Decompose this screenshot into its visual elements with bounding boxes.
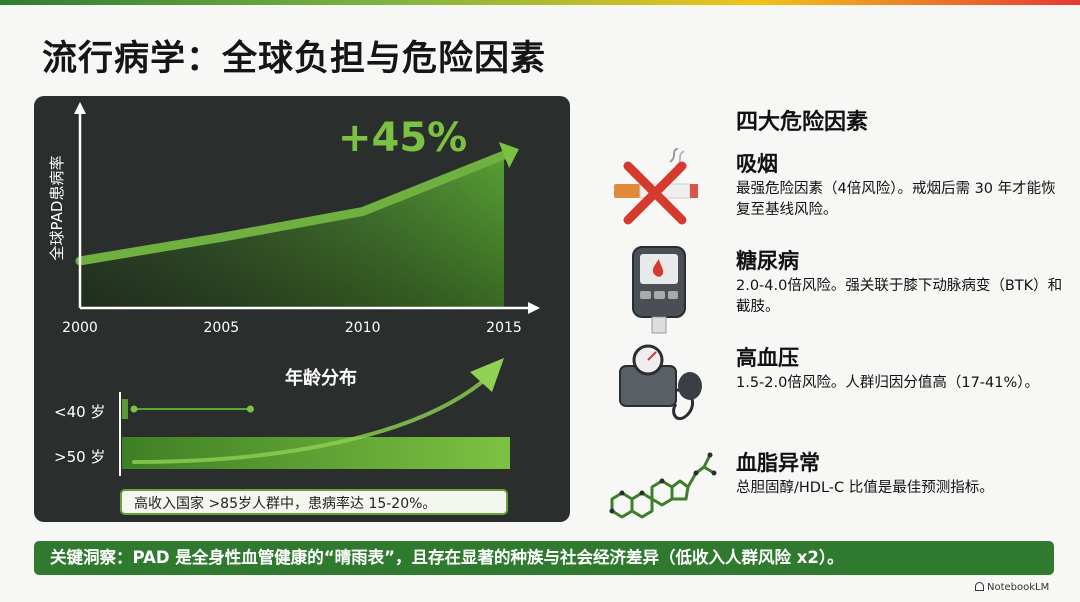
risk-factor-name: 血脂异常	[736, 451, 820, 475]
age-note: 高收入国家 >85岁人群中，患病率达 15-20%。	[120, 489, 508, 515]
age-bar-under40-end-dot	[246, 405, 254, 413]
risk-factor-hypertension: 高血压 1.5-2.0倍风险。人群归因分值高（17-41%）。	[600, 342, 1070, 432]
top-accent-bar	[0, 0, 1080, 5]
y-axis-arrow	[74, 102, 86, 114]
x-tick-label: 2010	[345, 320, 381, 336]
cholesterol-molecule-icon	[609, 452, 717, 519]
age-label-over50: >50 岁	[54, 448, 106, 466]
glucose-meter-icon	[632, 246, 686, 334]
risk-factor-name: 高血压	[736, 346, 799, 370]
page-title: 流行病学：全球负担与危险因素	[42, 39, 547, 79]
risk-factor-name: 吸烟	[736, 152, 778, 176]
x-tick-label: 2000	[62, 320, 98, 336]
age-trend-arrow	[132, 380, 484, 464]
blood-pressure-icon	[619, 344, 702, 421]
chart-canvas: 全球PAD患病率 2000 2005 2010 2015 +45%	[48, 102, 540, 476]
no-smoking-icon	[614, 148, 698, 225]
risk-factor-desc: 最强危险因素（4倍风险）。戒烟后需 30 年才能恢复至基线风险。	[736, 181, 1056, 218]
age-trend-arrowhead	[470, 358, 504, 392]
chart-panel: 全球PAD患病率 2000 2005 2010 2015 +45% 年龄分布 <40 …	[34, 96, 570, 522]
risk-factors-heading: 四大危险因素	[736, 110, 869, 135]
growth-annotation: +45%	[338, 115, 467, 161]
age-bar-over50	[122, 437, 510, 469]
x-axis-arrow	[528, 302, 540, 314]
key-insight-banner: 关键洞察：PAD 是全身性血管健康的“晴雨表”，且存在显著的种族与社会经济差异（…	[34, 541, 1054, 575]
brand-text: NotebookLM	[987, 582, 1050, 593]
age-bar-under40-start-dot	[130, 405, 138, 413]
age-chart-title: 年龄分布	[285, 368, 357, 389]
x-tick-label: 2015	[486, 320, 522, 336]
risk-factor-desc: 总胆固醇/HDL-C 比值是最佳预测指标。	[736, 480, 994, 496]
age-label-under40: <40 岁	[54, 403, 106, 421]
trend-line	[75, 150, 509, 266]
risk-factor-diabetes: 糖尿病 2.0-4.0倍风险。强关联于膝下动脉病变（BTK）和截肢。	[600, 245, 1070, 335]
brand-label: NotebookLM	[975, 582, 1049, 593]
risk-factor-smoking: 吸烟 最强危险因素（4倍风险）。戒烟后需 30 年才能恢复至基线风险。	[600, 148, 1070, 238]
notebooklm-logo-icon	[975, 582, 984, 591]
risk-factor-dyslipidemia: 血脂异常 总胆固醇/HDL-C 比值是最佳预测指标。	[600, 447, 1070, 537]
risk-factor-desc: 2.0-4.0倍风险。强关联于膝下动脉病变（BTK）和截肢。	[736, 278, 1063, 315]
age-bar-under40-stub	[122, 399, 128, 419]
trend-arrowhead	[498, 142, 519, 169]
x-tick-label: 2005	[204, 320, 240, 336]
y-axis-label: 全球PAD患病率	[48, 156, 66, 261]
risk-factor-desc: 1.5-2.0倍风险。人群归因分值高（17-41%）。	[736, 375, 1040, 391]
risk-factor-name: 糖尿病	[736, 249, 799, 273]
trend-area-shade	[80, 155, 504, 308]
